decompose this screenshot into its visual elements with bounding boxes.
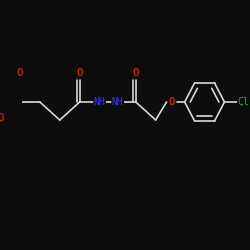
Text: O: O xyxy=(133,68,139,78)
Text: O: O xyxy=(76,68,83,78)
Text: O: O xyxy=(0,113,3,123)
Text: O: O xyxy=(17,68,23,78)
Text: Cl: Cl xyxy=(238,97,249,107)
Text: O: O xyxy=(0,115,3,125)
Text: NH: NH xyxy=(112,97,124,107)
Text: NH: NH xyxy=(94,97,106,107)
Text: O: O xyxy=(169,97,175,107)
